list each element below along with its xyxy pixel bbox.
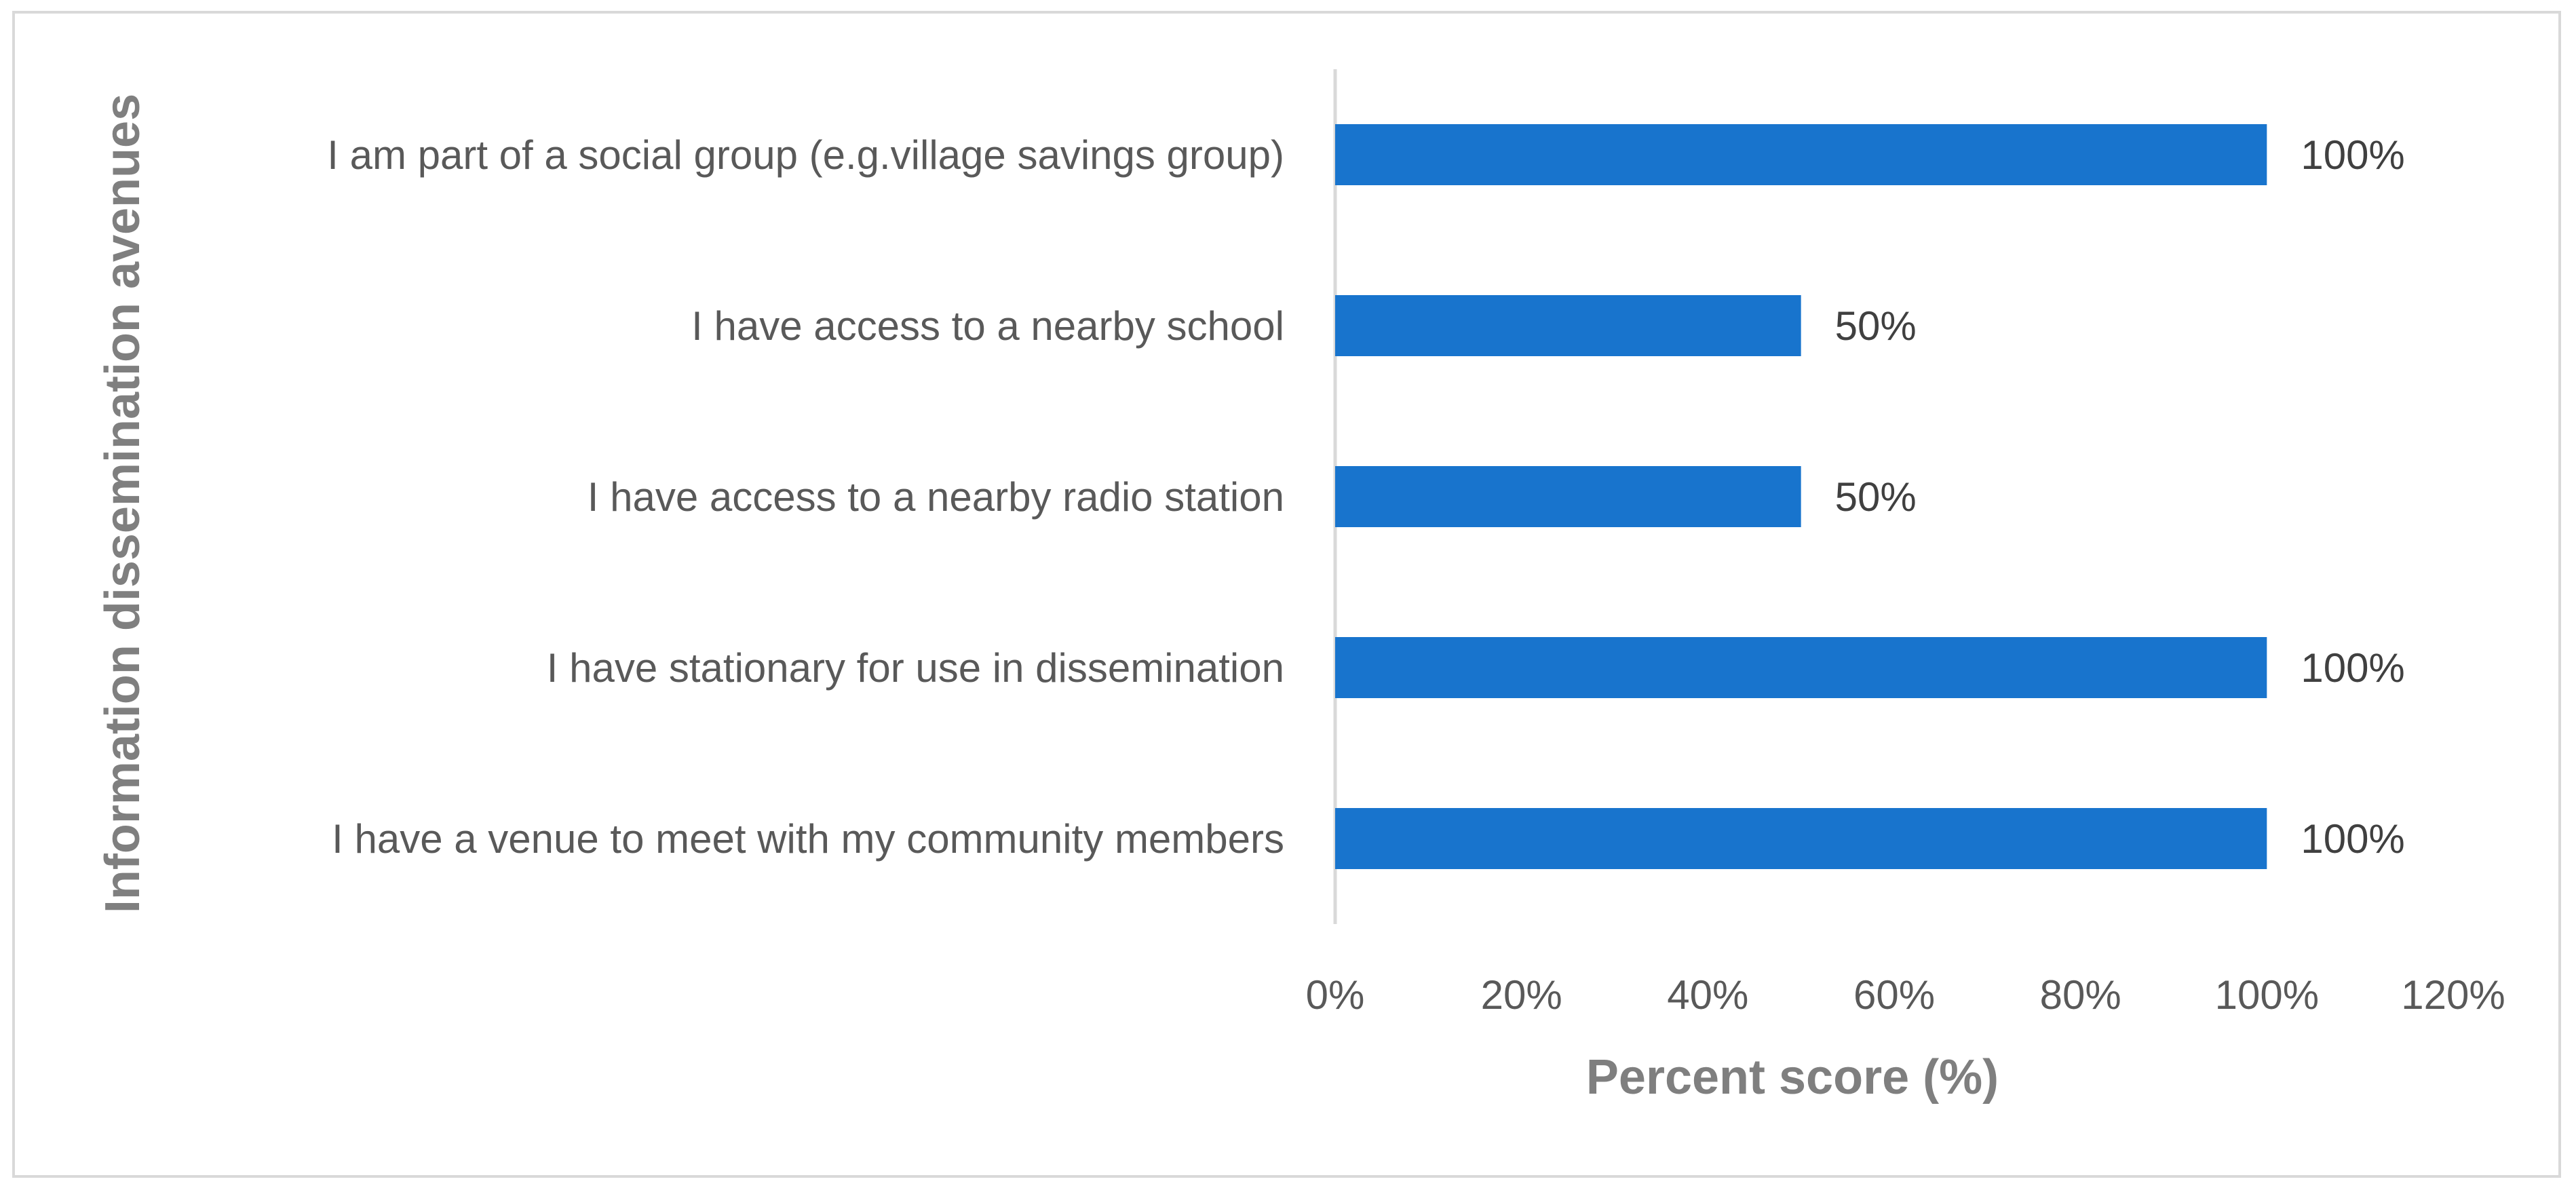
category-label-2: I have access to a nearby school <box>691 303 1284 349</box>
x-tick-label-100: 100% <box>2215 972 2319 1018</box>
x-tick-label-20: 20% <box>1481 972 1562 1018</box>
data-label-5: 100% <box>2301 816 2404 862</box>
category-labels-group: I am part of a social group (e.g.village… <box>327 132 1284 862</box>
bar-4 <box>1335 637 2267 698</box>
data-label-1: 100% <box>2301 132 2404 178</box>
x-tick-label-120: 120% <box>2401 972 2505 1018</box>
data-label-2: 50% <box>1835 303 1917 349</box>
data-labels-group: 100% 50% 50% 100% 100% <box>1835 132 2405 862</box>
chart-frame <box>12 11 2561 1178</box>
x-tick-label-60: 60% <box>1853 972 1935 1018</box>
category-label-1: I am part of a social group (e.g.village… <box>327 132 1284 178</box>
bar-5 <box>1335 808 2267 869</box>
y-axis-title: Information dissemination avenues <box>96 94 150 913</box>
category-label-4: I have stationary for use in disseminati… <box>547 645 1284 691</box>
bar-1 <box>1335 124 2267 185</box>
data-label-3: 50% <box>1835 474 1917 520</box>
x-tick-labels-group: 0% 20% 40% 60% 80% 100% 120% <box>1306 972 2505 1018</box>
x-tick-label-40: 40% <box>1667 972 1748 1018</box>
x-tick-label-80: 80% <box>2040 972 2121 1018</box>
category-label-3: I have access to a nearby radio station <box>588 474 1284 520</box>
bar-3 <box>1335 466 1801 527</box>
data-label-4: 100% <box>2301 645 2404 691</box>
bars-group <box>1335 124 2267 869</box>
category-label-5: I have a venue to meet with my community… <box>332 816 1284 862</box>
bar-2 <box>1335 295 1801 356</box>
x-axis-title: Percent score (%) <box>1586 1050 1999 1105</box>
x-tick-label-0: 0% <box>1306 972 1365 1018</box>
